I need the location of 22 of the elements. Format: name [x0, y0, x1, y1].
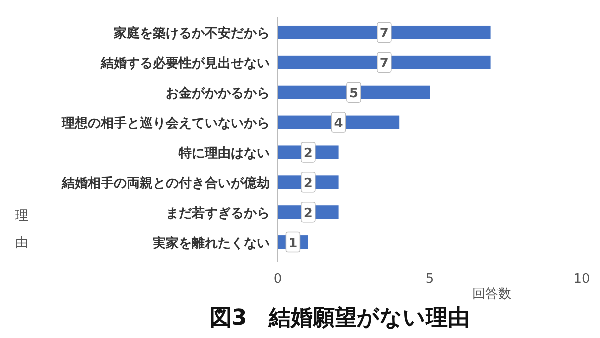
y-tick-label: 特に理由はない [178, 146, 270, 162]
y-tick-label: 結婚相手の両親との付き合いが億劫 [61, 175, 270, 192]
data-label: 4 [334, 116, 344, 132]
y-axis-title: 理由 [16, 209, 28, 251]
y-tick-label: まだ若すぎるから [166, 206, 270, 222]
data-label: 7 [380, 26, 389, 42]
y-tick-label: 家庭を築けるか不安だから [113, 26, 270, 42]
data-label: 2 [304, 176, 313, 192]
data-label: 5 [349, 86, 359, 102]
data-label: 2 [304, 146, 313, 162]
data-label: 1 [288, 236, 298, 252]
x-tick-label: 10 [574, 272, 590, 287]
y-tick-label: 理想の相手と巡り会えていないから [61, 116, 270, 132]
x-tick-label: 0 [274, 272, 282, 287]
text: 図3 結婚願望がない理由 [210, 305, 470, 331]
data-label: 2 [304, 206, 313, 222]
y-tick-label: 結婚する必要性が見出せない [100, 56, 270, 72]
y-tick-label: 実家を離れたくない [152, 235, 270, 252]
x-tick-label: 5 [426, 272, 434, 287]
data-label: 7 [380, 56, 389, 72]
y-tick-label: お金がかかるから [166, 86, 270, 102]
x-axis-title: 回答数 [472, 287, 512, 302]
